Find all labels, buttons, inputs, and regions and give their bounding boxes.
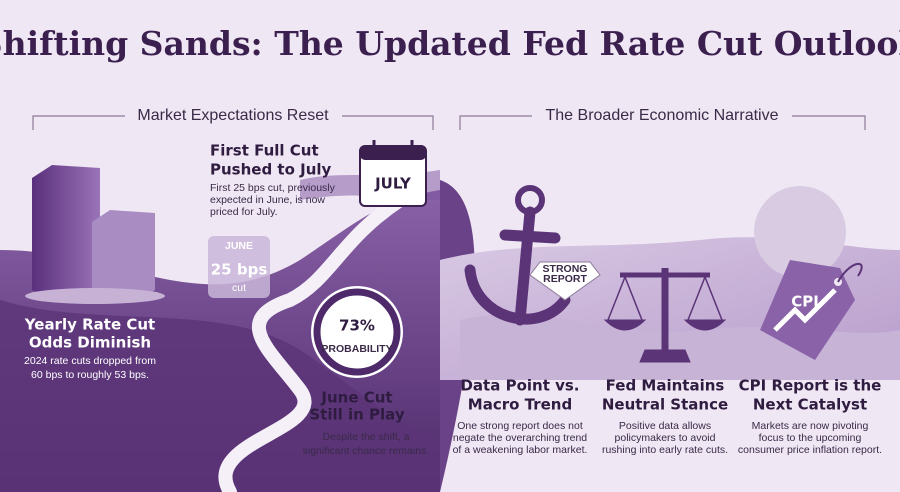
tile-month: JUNE bbox=[225, 240, 253, 252]
section-brackets bbox=[32, 115, 866, 130]
card-body: priced for July. bbox=[210, 206, 278, 218]
narrative-items: Data Point vs. Macro Trend One strong re… bbox=[453, 377, 882, 456]
section-heading: Market Expectations Reset bbox=[137, 107, 329, 124]
probability-dial bbox=[311, 286, 403, 378]
tile-value: 25 bps bbox=[211, 261, 268, 279]
card-body: 2024 rate cuts dropped from bbox=[24, 355, 156, 367]
card-body: policymakers to avoid bbox=[615, 432, 716, 444]
card-body: Markets are now pivoting bbox=[752, 420, 869, 432]
badge-text: STRONG bbox=[543, 263, 588, 275]
puddle bbox=[25, 288, 165, 304]
page-title: Shifting Sands: The Updated Fed Rate Cut… bbox=[0, 24, 900, 63]
cpi-tag bbox=[760, 260, 863, 360]
badge-text: REPORT bbox=[543, 273, 587, 285]
card-body: First 25 bps cut, previously bbox=[210, 182, 336, 194]
card-body: Despite the shift, a bbox=[323, 431, 410, 443]
anchor-icon bbox=[464, 185, 571, 326]
probability-value: 73% bbox=[339, 317, 375, 335]
tag-label: CPI bbox=[791, 293, 819, 311]
moon bbox=[754, 186, 846, 278]
scales-icon bbox=[603, 268, 727, 363]
road bbox=[218, 193, 407, 492]
section-heading: The Broader Economic Narrative bbox=[546, 107, 779, 124]
tile-unit: cut bbox=[232, 282, 246, 294]
card-title: June Cut bbox=[320, 389, 392, 407]
probability-ring bbox=[313, 288, 401, 376]
card-body: rushing into early rate cuts. bbox=[602, 444, 728, 456]
card-title: Fed Maintains bbox=[606, 377, 725, 395]
card-body: Positive data allows bbox=[619, 420, 711, 432]
card-body: negate the overarching trend bbox=[453, 432, 587, 444]
calendar-month: JULY bbox=[374, 175, 412, 193]
strong-report-badge bbox=[529, 261, 601, 301]
card-title: Odds Diminish bbox=[29, 334, 151, 352]
card-title: Neutral Stance bbox=[602, 396, 728, 414]
melting-bar bbox=[32, 165, 100, 297]
card-title: Yearly Rate Cut bbox=[24, 316, 155, 334]
card-title: Macro Trend bbox=[468, 396, 572, 414]
card-title: Pushed to July bbox=[210, 161, 332, 179]
card-title: Data Point vs. bbox=[460, 377, 579, 395]
card-body: consumer price inflation report. bbox=[738, 444, 882, 456]
card-title: Next Catalyst bbox=[753, 396, 867, 414]
june-tile bbox=[208, 236, 270, 298]
card-title: Still in Play bbox=[309, 406, 404, 424]
sand-dune bbox=[0, 300, 440, 492]
card-title: First Full Cut bbox=[210, 142, 319, 160]
card-body: of a weakening labor market. bbox=[453, 444, 588, 456]
card-body: focus to the upcoming bbox=[759, 432, 862, 444]
card-body: 60 bps to roughly 53 bps. bbox=[31, 369, 149, 381]
card-body: One strong report does not bbox=[457, 420, 583, 432]
card-body: significant chance remains. bbox=[303, 445, 430, 457]
card-body: expected in June, is now bbox=[210, 194, 325, 206]
melting-bar bbox=[92, 210, 155, 297]
calendar-icon bbox=[359, 140, 427, 207]
card-title: CPI Report is the bbox=[739, 377, 882, 395]
probability-label: PROBABILITY bbox=[321, 343, 392, 355]
